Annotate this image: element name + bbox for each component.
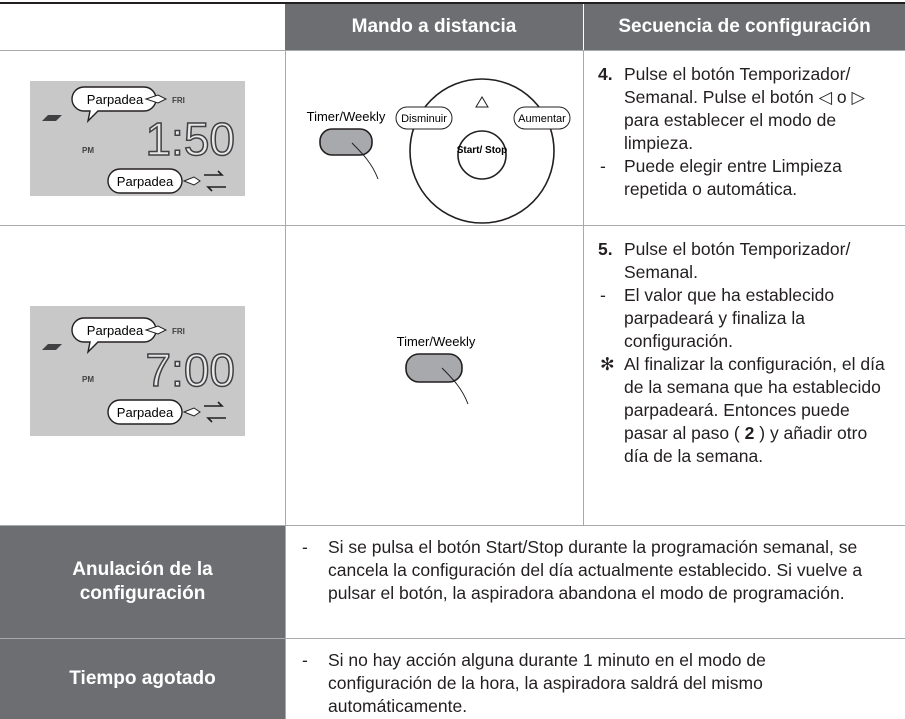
blink-label: Parpadea [117, 174, 174, 189]
instruction: ✻ Al finalizar la configuración, el día d… [598, 353, 891, 468]
repeat-icon [204, 170, 226, 192]
blink-label: Parpadea [87, 323, 144, 338]
timer-label: Timer/Weekly [307, 109, 386, 124]
timer-label: Timer/Weekly [397, 334, 476, 349]
marker: ✻ [600, 354, 615, 374]
timer-button [319, 128, 373, 156]
top-rule [0, 2, 905, 4]
instruction-text: Puede elegir entre Limpieza repetida o a… [624, 155, 891, 201]
remote-image: Timer/Weekly Start/ Stop Disminuir Aumen… [307, 78, 571, 224]
header-remote: Mando a distancia [285, 4, 583, 50]
increase-label: Aumentar [518, 113, 566, 125]
start-button [457, 130, 507, 180]
text: Pulse el botón Temporizador/ Semanal. Pu… [624, 64, 865, 153]
row-rule [0, 225, 905, 226]
callout [513, 106, 571, 130]
remote-image: Timer/Weekly [397, 334, 476, 405]
day-label: FRI [172, 327, 185, 336]
instruction: 5. Pulse el botón Temporizador/ Semanal. [598, 238, 891, 284]
note-text: Si se pulsa el botón Start/Stop durante … [328, 537, 863, 603]
day-label: FRI [172, 96, 185, 105]
blink-label: Parpadea [87, 92, 144, 107]
pointer [182, 176, 201, 186]
decrease-label: Disminuir [401, 113, 447, 125]
blink-label: Parpadea [117, 405, 174, 420]
text: ) y añadir otro día de la semana. [624, 423, 868, 466]
instruction: 4. Pulse el botón Temporizador/ Semanal. … [598, 63, 891, 155]
instructions: 5. Pulse el botón Temporizador/ Semanal. -… [584, 226, 905, 468]
instruction-text: Pulse el botón Temporizador/ Semanal. Pu… [624, 63, 891, 155]
note: - Si no hay acción alguna durante 1 minut… [286, 639, 905, 718]
note-label: Anulación de la configuración [0, 526, 285, 638]
up-arrow [475, 96, 489, 108]
marker: 4. [598, 64, 613, 84]
start-label: Start/ Stop [457, 145, 508, 156]
time-digits: 1:50 [145, 113, 235, 165]
meridiem-label: PM [82, 375, 94, 384]
callout [395, 106, 453, 130]
lcd-display: Parpadea FRI PM 1:50 Parpadea [30, 81, 245, 196]
note: - Si se pulsa el botón Start/Stop durante… [286, 526, 905, 605]
timer-button [405, 353, 463, 383]
row-rule [0, 50, 905, 51]
col-rule [285, 50, 286, 525]
instruction: - Puede elegir entre Limpieza repetida o … [598, 155, 891, 201]
marker: - [600, 156, 606, 176]
instruction-text: El valor que ha establecido parpadeará y… [624, 284, 891, 353]
callout [71, 86, 157, 124]
callout [71, 317, 157, 355]
hand [351, 142, 379, 180]
time-digits: 7:00 [145, 344, 235, 396]
marker: 5. [598, 239, 613, 259]
text: Puede elegir entre Limpieza repetida o a… [624, 156, 842, 199]
instruction: - El valor que ha establecido parpadeará … [598, 284, 891, 353]
battery-icon [42, 115, 62, 121]
pointer [144, 325, 168, 335]
battery-icon [42, 344, 62, 350]
marker: - [600, 285, 606, 305]
bullet: - [302, 537, 308, 557]
instruction-text: Al finalizar la configuración, el día de… [624, 353, 891, 468]
repeat-icon [204, 401, 226, 423]
hand [441, 367, 469, 405]
instruction-text: Pulse el botón Temporizador/ Semanal. [624, 238, 891, 284]
pointer [182, 407, 201, 417]
instructions: 4. Pulse el botón Temporizador/ Semanal. … [584, 51, 905, 201]
pointer [144, 94, 168, 104]
step-ref: 2 [744, 423, 755, 443]
text: El valor que ha establecido parpadeará y… [624, 285, 835, 351]
row-rule [0, 638, 905, 639]
callout [107, 399, 183, 425]
header-sequence: Secuencia de configuración [584, 4, 905, 50]
col-rule [285, 525, 286, 719]
note-text: Si no hay acción alguna durante 1 minuto… [328, 650, 766, 716]
note-label: Tiempo agotado [0, 639, 285, 719]
callout [107, 168, 183, 194]
text: Al finalizar la configuración, el día de… [624, 354, 885, 443]
bullet: - [302, 650, 308, 670]
col-rule [583, 50, 584, 525]
meridiem-label: PM [82, 146, 94, 155]
lcd-display: Parpadea FRI PM 7:00 Parpadea [30, 306, 245, 436]
row-rule [0, 525, 905, 526]
text: Pulse el botón Temporizador/ Semanal. [624, 239, 851, 282]
